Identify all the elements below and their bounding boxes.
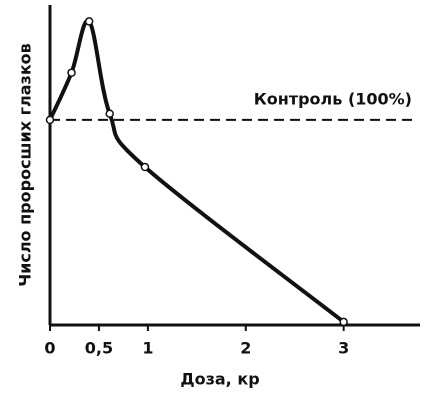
x-tick-label: 0 xyxy=(44,339,55,358)
x-tick-label: 2 xyxy=(240,339,251,358)
point xyxy=(140,162,150,172)
x-tick-label: 1 xyxy=(142,339,153,358)
point xyxy=(45,115,55,125)
x-tick-label: 0,5 xyxy=(85,339,113,358)
y-axis-label: Число проросших глазков xyxy=(16,43,35,287)
point xyxy=(339,317,348,327)
point xyxy=(105,109,114,118)
point xyxy=(84,17,94,26)
x-axis-label: Доза, кр xyxy=(180,370,259,389)
line xyxy=(48,18,345,324)
x-tick-label: 3 xyxy=(338,339,349,358)
point xyxy=(67,68,76,77)
reference-label: Контроль (100%) xyxy=(254,89,412,108)
